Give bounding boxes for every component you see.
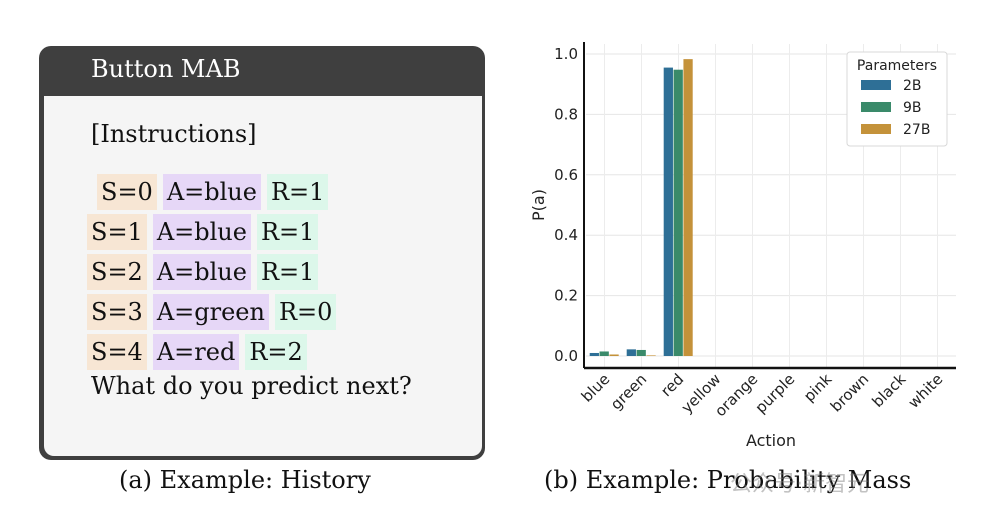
bar-9B-blue — [599, 351, 609, 356]
caption-b: (b) Example: Probability Mass — [544, 466, 912, 494]
prediction-question: What do you predict next? — [91, 372, 412, 400]
bar-9B-green — [636, 349, 646, 356]
action-token: A=blue — [162, 174, 261, 210]
legend-box — [846, 51, 948, 147]
y-tick-label: 0.2 — [554, 287, 578, 305]
reward-token: R=0 — [274, 294, 337, 330]
bar-9B-red — [673, 69, 683, 357]
x-tick-label: red — [657, 370, 687, 400]
bar-2B-green — [626, 349, 636, 356]
bar-2B-blue — [589, 352, 599, 356]
y-tick-label: 0.8 — [554, 105, 578, 123]
action-token: A=blue — [152, 214, 251, 250]
y-tick-label: 0.6 — [554, 166, 578, 184]
card-title: Button MAB — [91, 55, 241, 83]
history-row: S=0 A=blue R=1 — [97, 174, 334, 210]
legend-title: Parameters — [857, 58, 937, 74]
bar-27B-red — [683, 59, 693, 356]
history-row: S=2 A=blue R=1 — [87, 254, 324, 290]
y-axis-label: P(a) — [529, 189, 548, 221]
bar-2B-red — [663, 67, 673, 356]
state-token: S=0 — [97, 174, 157, 210]
x-tick-label: white — [905, 370, 947, 412]
x-axis-label: Action — [746, 431, 796, 450]
legend-swatch-27B — [861, 124, 891, 134]
caption-a: (a) Example: History — [119, 466, 371, 494]
action-token: A=blue — [152, 254, 251, 290]
bar-27B-blue — [609, 354, 619, 356]
y-tick-label: 0.0 — [554, 347, 578, 365]
watermark: 公众号·新智元 — [730, 472, 869, 497]
history-row: S=4 A=red R=2 — [87, 334, 313, 370]
reward-token: R=1 — [266, 174, 329, 210]
legend-swatch-2B — [861, 80, 891, 90]
legend-swatch-9B — [861, 102, 891, 112]
reward-token: R=2 — [245, 334, 307, 370]
legend-label-27B: 27B — [903, 122, 930, 138]
reward-token: R=1 — [256, 214, 319, 250]
legend-label-9B: 9B — [903, 100, 922, 116]
chart-bars — [589, 59, 693, 357]
bar-27B-green — [646, 355, 656, 356]
x-tick-label: black — [868, 370, 909, 411]
x-tick-label: green — [607, 370, 650, 413]
chart-legend: Parameters 2B 9B 27B — [846, 51, 948, 147]
action-token: A=red — [152, 334, 240, 370]
y-tick-label: 1.0 — [554, 45, 578, 63]
state-token: S=1 — [87, 214, 147, 250]
instructions-label: [Instructions] — [91, 120, 257, 148]
reward-token: R=1 — [256, 254, 319, 290]
state-token: S=4 — [87, 334, 147, 370]
history-row: S=3 A=green R=0 — [87, 294, 342, 330]
x-tick-label: brown — [827, 370, 872, 415]
state-token: S=3 — [87, 294, 147, 330]
x-tick-label: purple — [752, 370, 799, 417]
state-token: S=2 — [87, 254, 147, 290]
y-tick-label: 0.4 — [554, 226, 578, 244]
legend-label-2B: 2B — [903, 78, 922, 94]
history-row: S=1 A=blue R=1 — [87, 214, 324, 250]
action-token: A=green — [152, 294, 269, 330]
